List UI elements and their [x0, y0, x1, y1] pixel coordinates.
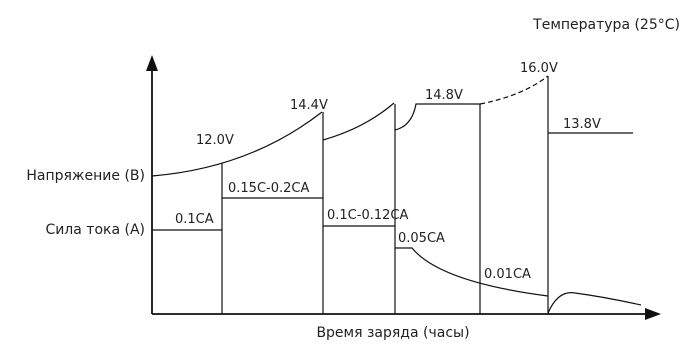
current-axis-label: Сила тока (А) — [45, 222, 145, 238]
current-label-0-01ca: 0.01CA — [484, 267, 531, 282]
voltage-segment-1 — [151, 111, 323, 177]
temperature-title: Температура (25°C) — [532, 17, 680, 33]
stage-dividers — [221, 76, 549, 314]
current-label-0-1ca: 0.1CA — [175, 212, 214, 227]
voltage-label-14-4v: 14.4V — [290, 98, 328, 113]
voltage-axis-label: Напряжение (В) — [26, 168, 145, 184]
current-label-0-1c-0-12ca: 0.1C-0.12CA — [327, 208, 408, 223]
current-segment-4 — [395, 247, 549, 297]
current-segment-5 — [547, 292, 642, 314]
voltage-dashed-segment — [479, 75, 549, 105]
current-label-0-05ca: 0.05CA — [398, 231, 445, 246]
axes — [146, 55, 661, 320]
voltage-label-12v: 12.0V — [196, 133, 234, 148]
voltage-label-14-8v: 14.8V — [425, 88, 463, 103]
x-axis-arrow — [645, 308, 661, 320]
voltage-curve — [151, 75, 633, 177]
voltage-label-13-8v: 13.8V — [563, 117, 601, 132]
x-axis-label: Время заряда (часы) — [316, 325, 469, 341]
voltage-label-16v: 16.0V — [520, 61, 558, 76]
voltage-segment-3 — [394, 103, 480, 131]
voltage-segment-2 — [322, 102, 395, 141]
y-axis-arrow — [146, 55, 158, 71]
current-label-0-15c-0-2ca: 0.15C-0.2CA — [228, 181, 309, 196]
current-curve — [152, 197, 642, 314]
